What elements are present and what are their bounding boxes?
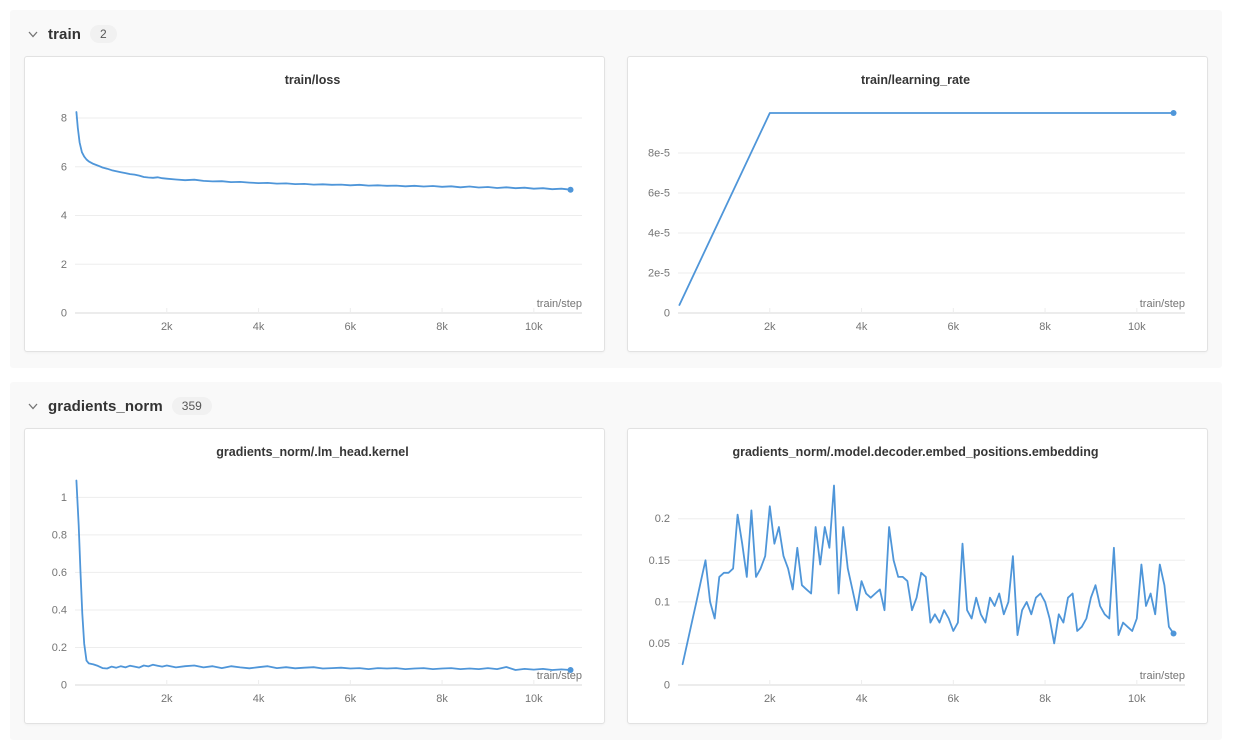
panel-count-badge: 2: [90, 25, 117, 43]
svg-text:1: 1: [61, 492, 67, 504]
chart-train-loss[interactable]: 0 2 4 6 8 2k 4k 6k 8k 10k train/step: [29, 93, 596, 343]
svg-text:2e-5: 2e-5: [648, 268, 670, 280]
svg-text:6e-5: 6e-5: [648, 188, 670, 200]
svg-text:8k: 8k: [436, 693, 448, 705]
chart-title: gradients_norm/.lm_head.kernel: [216, 445, 409, 459]
svg-text:8k: 8k: [1039, 321, 1051, 333]
panel-row: gradients_norm/.lm_head.kernel 0 0.2 0.4 0.…: [24, 428, 1208, 724]
svg-text:4e-5: 4e-5: [648, 228, 670, 240]
svg-text:4: 4: [61, 210, 67, 222]
svg-text:0: 0: [664, 308, 670, 320]
panel-train-loss[interactable]: train/loss 0 2 4 6 8 2k 4k 6k 8k 10k train/step: [24, 56, 605, 352]
chart-lm-head-kernel[interactable]: 0 0.2 0.4 0.6 0.8 1 2k 4k 6k 8k 10k train/step: [29, 465, 596, 715]
svg-text:2k: 2k: [764, 693, 776, 705]
chart-title: train/loss: [284, 73, 341, 87]
section-title: train: [48, 25, 82, 43]
svg-text:2k: 2k: [161, 321, 173, 333]
svg-text:0: 0: [61, 680, 67, 692]
section-train-header[interactable]: train 2: [26, 20, 1208, 48]
svg-text:0.6: 0.6: [52, 567, 67, 579]
svg-text:train/step: train/step: [537, 670, 582, 682]
svg-text:4k: 4k: [856, 693, 868, 705]
svg-text:4k: 4k: [253, 693, 265, 705]
svg-text:0: 0: [61, 308, 67, 320]
svg-text:0.8: 0.8: [52, 529, 67, 541]
svg-text:8k: 8k: [436, 321, 448, 333]
svg-text:6k: 6k: [947, 693, 959, 705]
svg-text:train/step: train/step: [1140, 298, 1185, 310]
panel-train-learning-rate[interactable]: train/learning_rate 0 2e-5 4e-5 6e-5 8e-5 2k 4…: [627, 56, 1208, 352]
panel-embed-positions-embedding[interactable]: gradients_norm/.model.decoder.embed_posi…: [627, 428, 1208, 724]
svg-text:2k: 2k: [764, 321, 776, 333]
svg-text:6k: 6k: [344, 693, 356, 705]
section-title: gradients_norm: [48, 397, 163, 415]
section-train: train 2 train/loss 0 2 4 6 8 2k 4k 6k 8k 10k train…: [10, 10, 1222, 368]
svg-text:train/step: train/step: [537, 298, 582, 310]
panel-count-badge: 359: [171, 397, 212, 415]
svg-text:0.2: 0.2: [52, 642, 67, 654]
panel-row: train/loss 0 2 4 6 8 2k 4k 6k 8k 10k train/step tr…: [24, 56, 1208, 352]
svg-text:4k: 4k: [253, 321, 265, 333]
svg-text:0.05: 0.05: [649, 638, 670, 650]
svg-text:6: 6: [61, 161, 67, 173]
svg-text:8k: 8k: [1039, 693, 1051, 705]
chart-train-learning-rate[interactable]: 0 2e-5 4e-5 6e-5 8e-5 2k 4k 6k 8k 10k train/step: [632, 93, 1199, 343]
svg-text:4k: 4k: [856, 321, 868, 333]
svg-text:train/step: train/step: [1140, 670, 1185, 682]
panel-lm-head-kernel[interactable]: gradients_norm/.lm_head.kernel 0 0.2 0.4 0.…: [24, 428, 605, 724]
svg-text:8e-5: 8e-5: [648, 148, 670, 160]
svg-text:10k: 10k: [525, 693, 543, 705]
svg-text:2k: 2k: [161, 693, 173, 705]
svg-text:10k: 10k: [1128, 693, 1146, 705]
svg-text:0: 0: [664, 680, 670, 692]
svg-text:10k: 10k: [1128, 321, 1146, 333]
chevron-down-icon[interactable]: [26, 400, 39, 413]
svg-text:2: 2: [61, 259, 67, 271]
svg-text:6k: 6k: [947, 321, 959, 333]
svg-text:10k: 10k: [525, 321, 543, 333]
chart-embed-positions-embedding[interactable]: 0 0.05 0.1 0.15 0.2 2k 4k 6k 8k 10k train/step: [632, 465, 1199, 715]
section-gradients-norm: gradients_norm 359 gradients_norm/.lm_he…: [10, 382, 1222, 740]
chevron-down-icon[interactable]: [26, 28, 39, 41]
svg-text:8: 8: [61, 113, 67, 125]
svg-text:0.1: 0.1: [655, 596, 670, 608]
svg-text:0.2: 0.2: [655, 513, 670, 525]
svg-text:0.15: 0.15: [649, 555, 670, 567]
chart-title: gradients_norm/.model.decoder.embed_posi…: [732, 445, 1099, 459]
svg-text:0.4: 0.4: [52, 604, 67, 616]
svg-text:6k: 6k: [344, 321, 356, 333]
section-gradients-norm-header[interactable]: gradients_norm 359: [26, 392, 1208, 420]
chart-title: train/learning_rate: [860, 73, 971, 87]
